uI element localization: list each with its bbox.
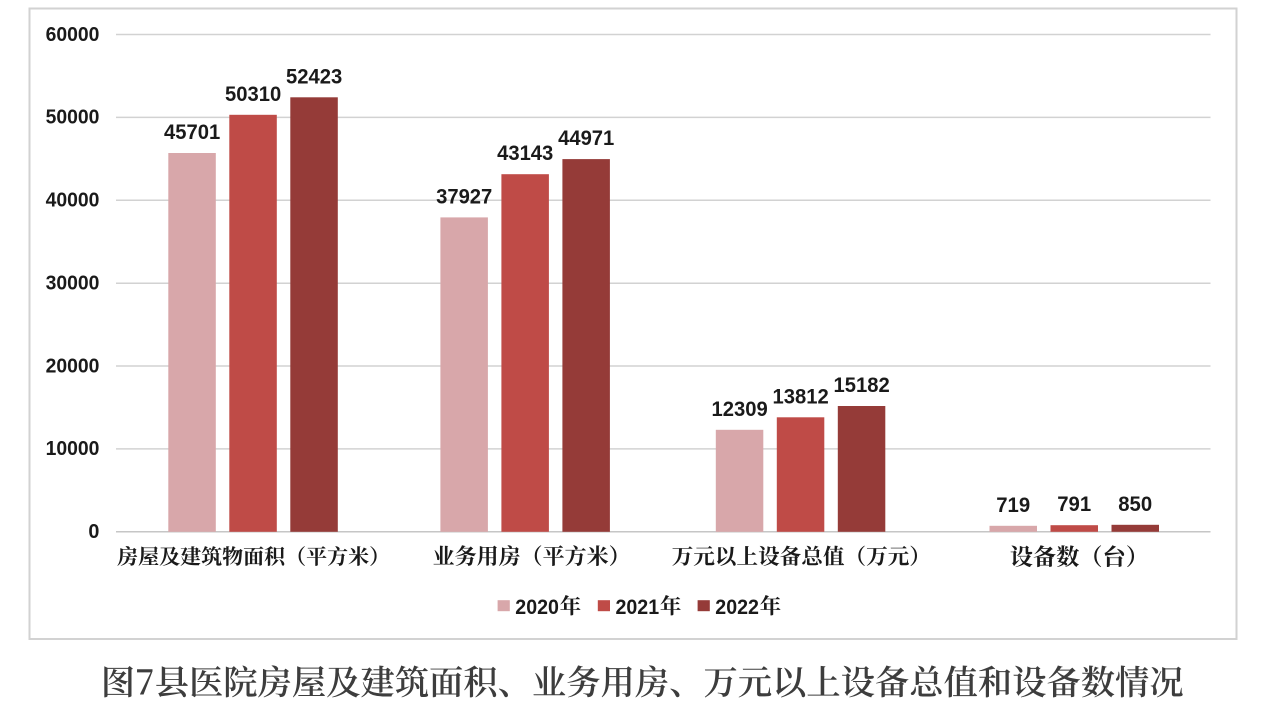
svg-text:719: 719	[996, 494, 1030, 517]
svg-text:2022: 2022	[715, 594, 759, 619]
svg-text:10000: 10000	[46, 438, 100, 460]
svg-text:2020: 2020	[515, 594, 559, 619]
svg-text:45701: 45701	[164, 121, 220, 144]
svg-text:0: 0	[88, 521, 99, 543]
svg-text:50310: 50310	[225, 83, 281, 106]
svg-text:850: 850	[1118, 493, 1152, 516]
svg-text:52423: 52423	[286, 65, 342, 88]
svg-text:50000: 50000	[46, 107, 100, 129]
svg-text:37927: 37927	[436, 185, 492, 208]
svg-text:2021: 2021	[616, 594, 660, 619]
svg-text:12309: 12309	[712, 398, 768, 421]
svg-text:15182: 15182	[834, 374, 890, 397]
svg-text:13812: 13812	[773, 385, 829, 408]
svg-text:791: 791	[1057, 493, 1091, 516]
svg-text:60000: 60000	[46, 24, 100, 46]
svg-text:44971: 44971	[558, 127, 614, 150]
svg-text:40000: 40000	[46, 190, 100, 212]
svg-text:43143: 43143	[497, 142, 553, 165]
svg-text:30000: 30000	[46, 273, 100, 295]
svg-text:20000: 20000	[46, 355, 100, 377]
